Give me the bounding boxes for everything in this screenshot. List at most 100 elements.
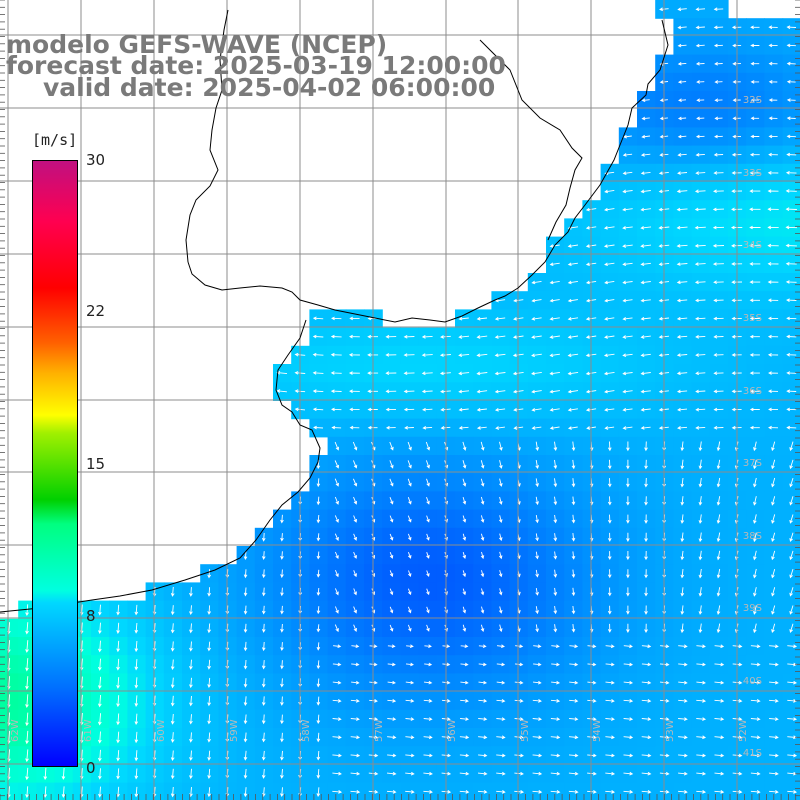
wind-arrow bbox=[750, 43, 760, 48]
wind-arrow bbox=[567, 371, 579, 376]
wind-arrow bbox=[458, 316, 469, 321]
wind-arrow bbox=[567, 244, 579, 248]
wind-arrow bbox=[134, 713, 139, 726]
wind-arrow bbox=[680, 532, 685, 543]
wind-arrow bbox=[476, 389, 488, 394]
wind-arrow bbox=[553, 478, 558, 488]
wind-arrow bbox=[750, 790, 761, 794]
wind-arrow bbox=[680, 550, 685, 561]
wind-arrow bbox=[786, 334, 797, 339]
wind-arrow bbox=[785, 225, 798, 230]
wind-arrow bbox=[567, 408, 578, 412]
wind-arrow bbox=[604, 408, 615, 412]
wind-arrow bbox=[476, 371, 488, 376]
wind-arrow bbox=[494, 353, 506, 358]
wind-arrow bbox=[407, 515, 412, 523]
wind-arrow bbox=[316, 551, 321, 560]
wind-arrow bbox=[116, 677, 120, 689]
wind-arrow bbox=[789, 532, 794, 542]
wind-arrow bbox=[644, 496, 648, 506]
wind-arrow bbox=[462, 606, 467, 614]
wind-arrow bbox=[678, 735, 688, 740]
wind-arrow bbox=[97, 640, 102, 653]
wind-arrow bbox=[531, 371, 542, 376]
wind-arrow bbox=[567, 335, 579, 339]
wind-arrow bbox=[695, 389, 706, 394]
wind-arrow bbox=[680, 514, 685, 524]
wind-arrow bbox=[571, 478, 576, 488]
wind-arrow bbox=[696, 699, 707, 703]
wind-arrow bbox=[261, 732, 266, 743]
wind-arrow bbox=[458, 426, 469, 430]
wind-arrow bbox=[749, 262, 761, 266]
wind-arrow bbox=[116, 713, 120, 726]
wind-arrow bbox=[25, 658, 29, 672]
wind-arrow bbox=[787, 790, 798, 794]
wind-arrow bbox=[480, 624, 485, 633]
wind-arrow bbox=[458, 389, 470, 394]
wind-arrow bbox=[644, 532, 648, 543]
wind-arrow bbox=[676, 371, 688, 376]
wind-arrow bbox=[43, 767, 48, 781]
wind-arrow bbox=[189, 732, 193, 743]
wind-arrow bbox=[713, 371, 724, 376]
wind-arrow bbox=[713, 171, 724, 175]
wind-arrow bbox=[640, 371, 651, 376]
wind-arrow bbox=[261, 660, 266, 670]
wind-arrow bbox=[549, 317, 560, 321]
wind-arrow bbox=[753, 441, 757, 452]
wind-arrow bbox=[531, 317, 542, 321]
wind-arrow bbox=[476, 353, 488, 358]
wind-arrow bbox=[713, 298, 724, 303]
wind-arrow bbox=[623, 717, 634, 721]
wind-arrow bbox=[280, 660, 284, 670]
wind-arrow bbox=[243, 750, 248, 761]
wind-arrow bbox=[261, 769, 266, 779]
wind-arrow bbox=[532, 717, 543, 721]
wind-arrow bbox=[786, 61, 796, 66]
wind-arrow bbox=[261, 605, 266, 615]
wind-arrow bbox=[750, 61, 760, 66]
wind-arrow bbox=[43, 786, 48, 798]
wind-arrow bbox=[496, 699, 506, 703]
wind-arrow bbox=[750, 25, 760, 30]
wind-arrow bbox=[750, 98, 759, 102]
wind-arrow bbox=[622, 371, 633, 376]
wind-arrow bbox=[644, 514, 648, 524]
wind-arrow bbox=[426, 515, 430, 523]
wind-arrow bbox=[640, 298, 651, 303]
wind-arrow bbox=[334, 460, 340, 469]
wind-arrow bbox=[408, 570, 412, 577]
wind-arrow bbox=[276, 370, 288, 375]
wind-arrow bbox=[134, 659, 139, 671]
wind-arrow bbox=[480, 588, 485, 596]
wind-arrow bbox=[607, 496, 612, 506]
wind-arrow bbox=[553, 459, 558, 470]
wind-arrow bbox=[462, 441, 467, 451]
lon-label-59w: 59W bbox=[229, 719, 240, 742]
wind-arrow bbox=[316, 678, 321, 688]
wind-arrow bbox=[626, 605, 630, 615]
wind-arrow bbox=[25, 712, 29, 727]
wind-arrow bbox=[712, 244, 725, 248]
wind-arrow bbox=[426, 533, 430, 541]
wind-arrow bbox=[134, 604, 139, 616]
wind-arrow bbox=[553, 514, 558, 524]
wind-arrow bbox=[189, 623, 193, 634]
wind-arrow bbox=[421, 353, 433, 357]
wind-arrow bbox=[786, 352, 797, 357]
wind-arrow bbox=[571, 587, 576, 597]
wind-arrow bbox=[786, 371, 797, 375]
wind-arrow bbox=[641, 662, 652, 667]
wind-arrow bbox=[389, 515, 394, 523]
wind-arrow bbox=[605, 644, 615, 649]
wind-arrow bbox=[714, 134, 723, 139]
wind-arrow bbox=[789, 568, 794, 579]
wind-arrow bbox=[789, 623, 794, 633]
wind-arrow bbox=[549, 389, 560, 394]
wind-arrow bbox=[676, 353, 688, 357]
wind-arrow bbox=[134, 731, 139, 744]
wind-arrow bbox=[698, 441, 703, 452]
wind-arrow bbox=[716, 568, 721, 579]
